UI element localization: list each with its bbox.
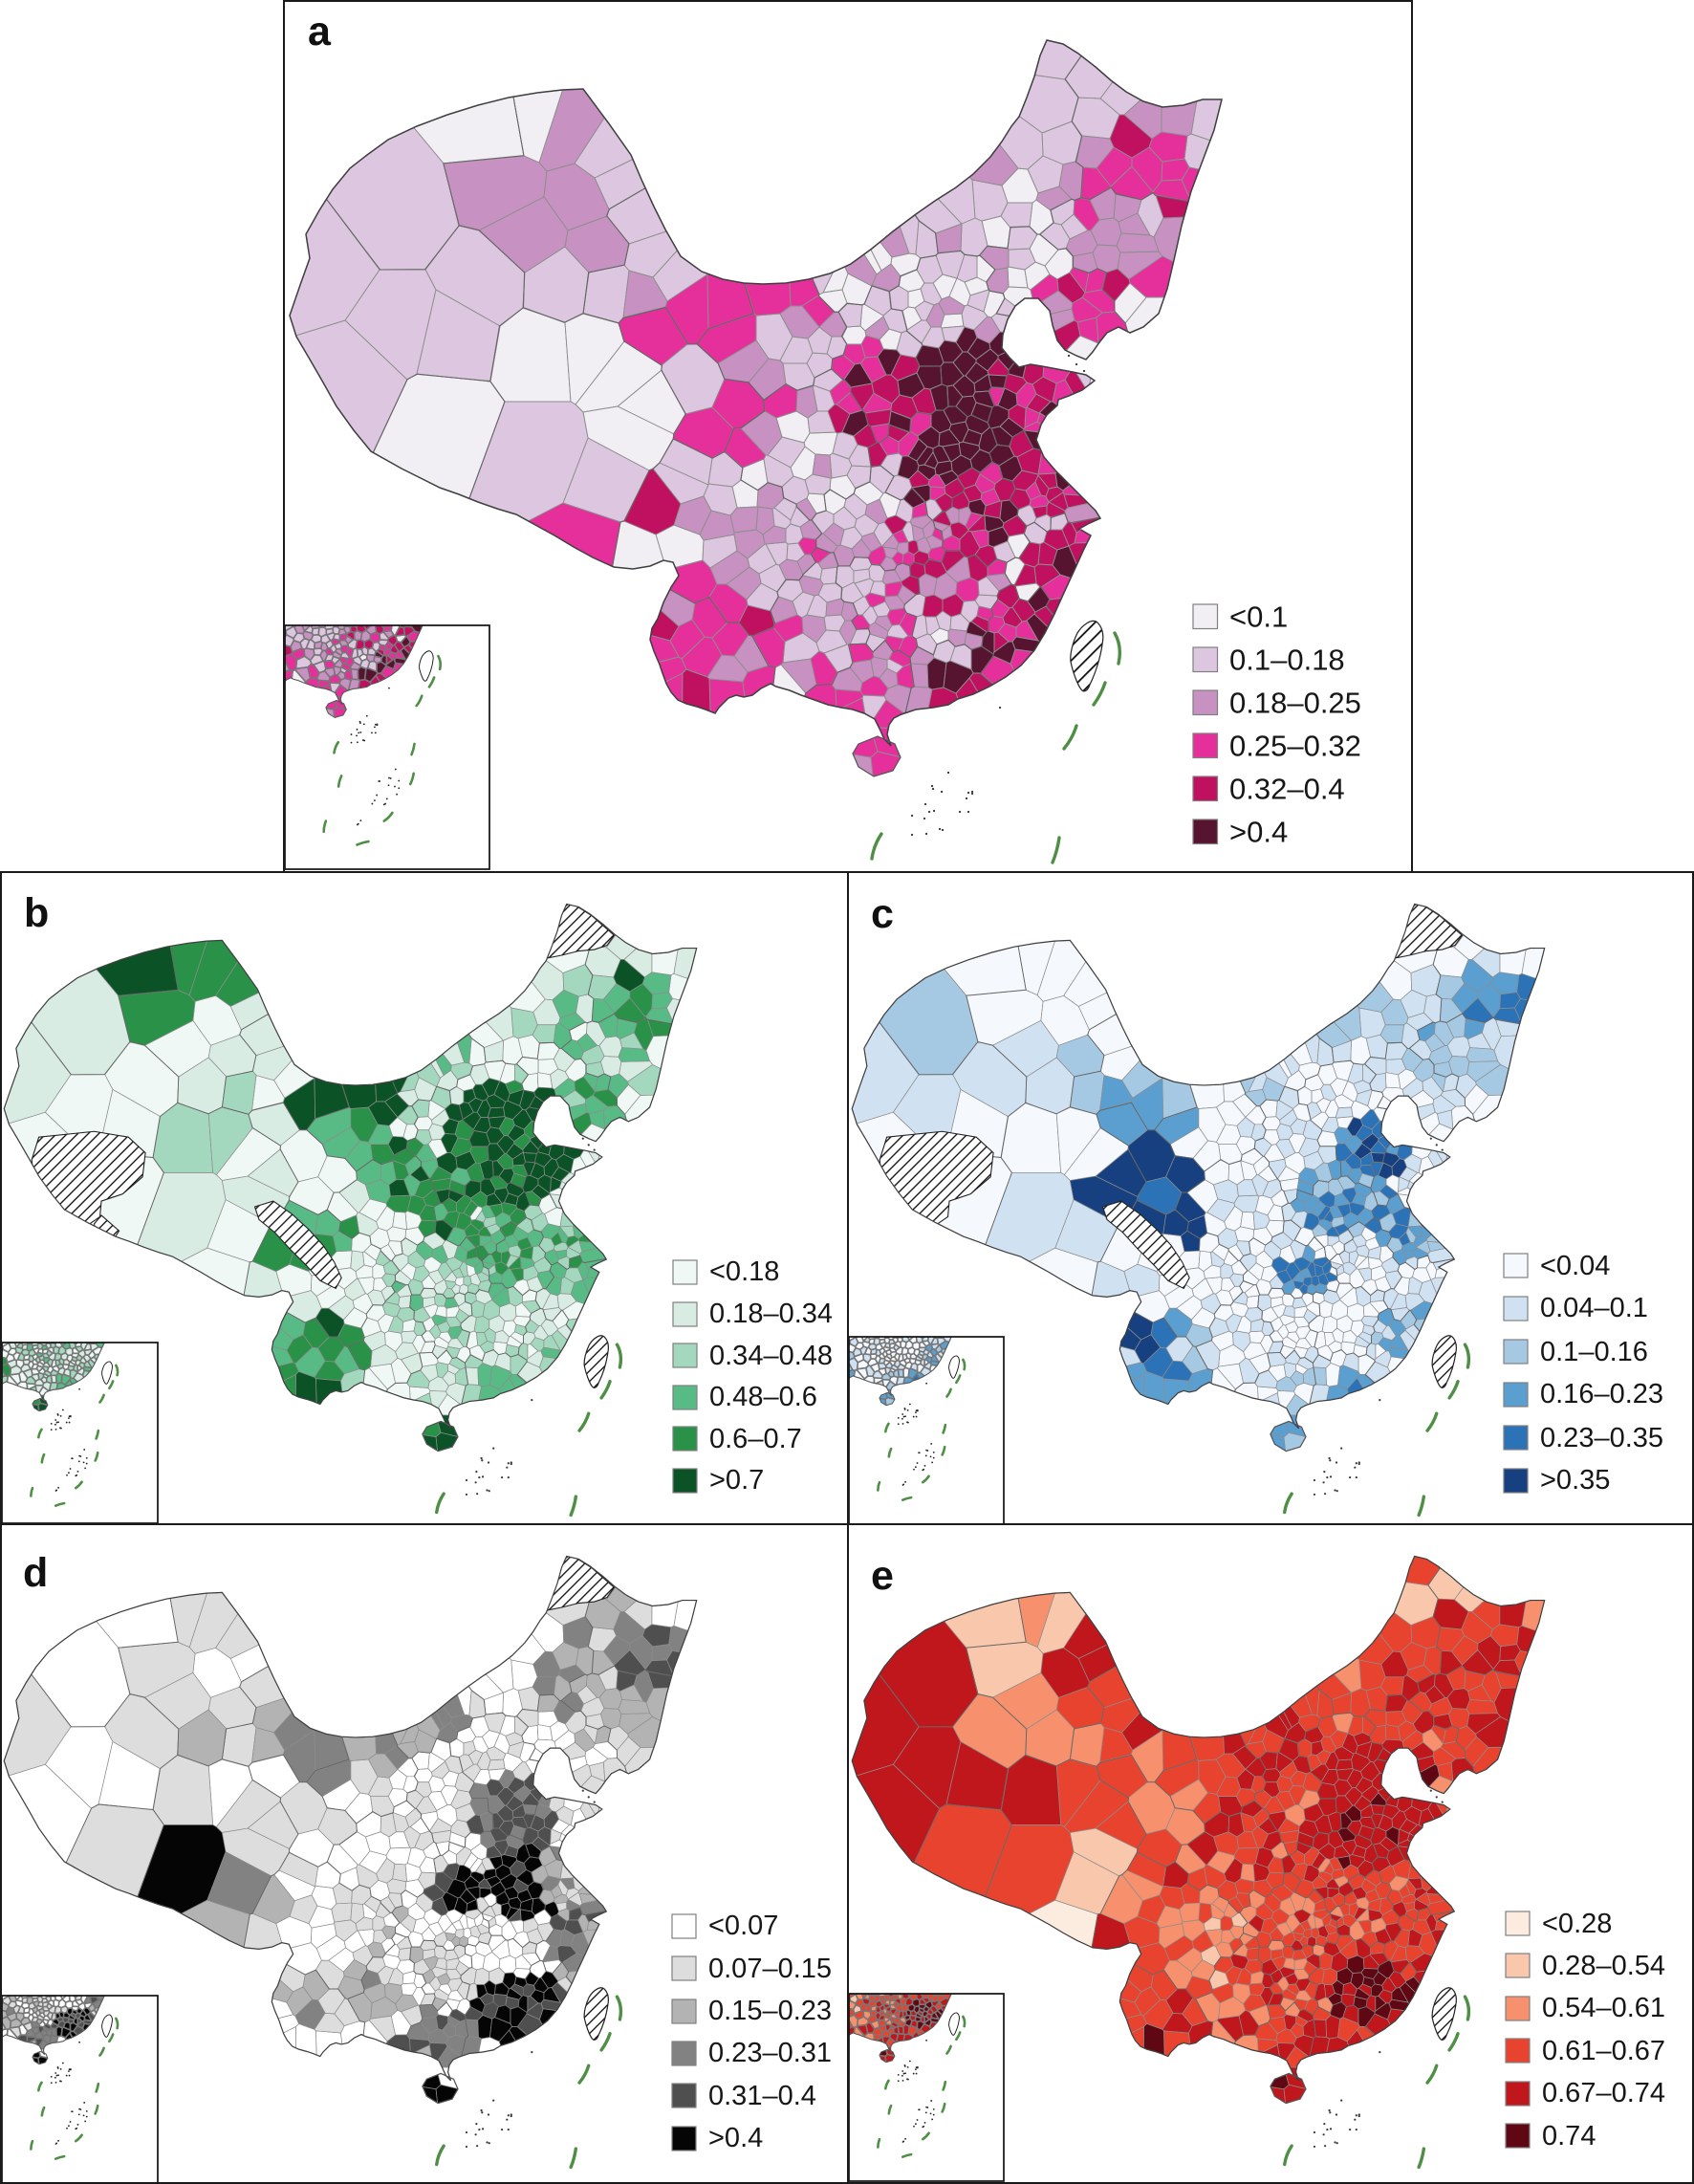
svg-text:0.16–0.23: 0.16–0.23: [1540, 1379, 1663, 1409]
svg-text:0.1–0.18: 0.1–0.18: [1229, 644, 1345, 677]
svg-text:b: b: [24, 890, 49, 936]
svg-text:c: c: [871, 891, 894, 937]
svg-text:0.48–0.6: 0.48–0.6: [709, 1382, 817, 1412]
svg-text:0.23–0.35: 0.23–0.35: [1540, 1423, 1663, 1453]
svg-text:0.28–0.54: 0.28–0.54: [1542, 1951, 1665, 1981]
svg-text:<0.18: <0.18: [709, 1256, 779, 1287]
svg-text:0.18–0.25: 0.18–0.25: [1229, 687, 1361, 720]
svg-text:0.74: 0.74: [1542, 2121, 1596, 2151]
svg-text:0.15–0.23: 0.15–0.23: [708, 1996, 832, 2026]
svg-text:<0.28: <0.28: [1542, 1909, 1612, 1939]
svg-text:0.54–0.61: 0.54–0.61: [1542, 1993, 1665, 2023]
svg-text:0.18–0.34: 0.18–0.34: [709, 1299, 833, 1329]
svg-text:>0.4: >0.4: [1229, 816, 1288, 849]
svg-text:0.6–0.7: 0.6–0.7: [709, 1424, 802, 1454]
svg-text:0.31–0.4: 0.31–0.4: [708, 2081, 816, 2111]
svg-text:0.61–0.67: 0.61–0.67: [1542, 2036, 1665, 2066]
svg-text:<0.1: <0.1: [1229, 601, 1288, 634]
svg-text:0.04–0.1: 0.04–0.1: [1540, 1293, 1648, 1323]
svg-text:0.34–0.48: 0.34–0.48: [709, 1341, 833, 1371]
svg-text:0.67–0.74: 0.67–0.74: [1542, 2078, 1665, 2108]
svg-text:d: d: [23, 1550, 48, 1596]
svg-text:a: a: [308, 9, 332, 55]
svg-text:<0.04: <0.04: [1540, 1251, 1610, 1281]
svg-text:0.07–0.15: 0.07–0.15: [708, 1954, 832, 1984]
svg-text:>0.4: >0.4: [708, 2123, 763, 2153]
svg-text:<0.07: <0.07: [708, 1911, 778, 1941]
svg-text:e: e: [871, 1553, 894, 1599]
svg-text:0.25–0.32: 0.25–0.32: [1229, 730, 1361, 763]
svg-text:>0.35: >0.35: [1540, 1465, 1610, 1496]
svg-text:0.23–0.31: 0.23–0.31: [708, 2038, 832, 2068]
svg-text:>0.7: >0.7: [709, 1465, 764, 1496]
svg-text:0.32–0.4: 0.32–0.4: [1229, 773, 1345, 806]
svg-text:0.1–0.16: 0.1–0.16: [1540, 1337, 1648, 1367]
